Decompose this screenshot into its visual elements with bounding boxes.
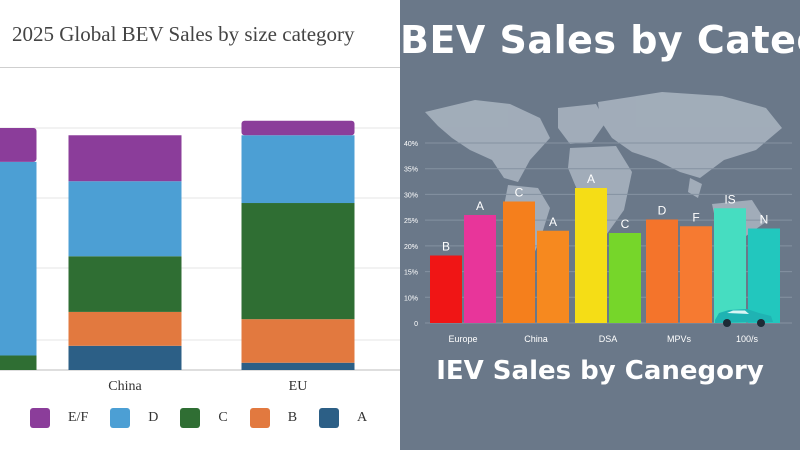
x-group-label: Europe xyxy=(448,334,477,344)
bar-letter-label: IS xyxy=(724,192,735,206)
bar-segment-A-china xyxy=(68,345,182,370)
y-tick-label: 30% xyxy=(404,192,418,199)
legend-item: E/F xyxy=(30,408,88,428)
legend-label: C xyxy=(218,410,228,425)
bar-letter-label: C xyxy=(515,186,524,200)
legend-swatch xyxy=(180,408,201,428)
bar-segment-EF-partial xyxy=(0,128,37,162)
y-tick-label: 35% xyxy=(404,167,418,174)
legend-item: A xyxy=(319,408,367,428)
legend-swatch xyxy=(319,408,340,428)
bar-letter-label: B xyxy=(442,240,450,254)
legend-item: C xyxy=(180,408,228,428)
bar-letter-label: D xyxy=(658,204,667,218)
right-chart-panel: 0 10% 15% 20% 25% 30% 35% 40% B A C A A C D F IS N Europe C… xyxy=(400,0,800,450)
legend-label: E/F xyxy=(68,410,89,425)
bar-letter-label: A xyxy=(549,215,557,229)
right-chart-subtitle: IEV Sales by Canegory xyxy=(436,356,764,386)
bar-d-mpvs xyxy=(646,219,678,323)
bar-c-dsa xyxy=(609,233,641,323)
bar-a-china xyxy=(537,230,569,323)
stacked-bar-chart: China EU xyxy=(0,120,400,394)
y-tick-label: 10% xyxy=(404,295,418,302)
x-tick-label: EU xyxy=(289,379,308,394)
car-icon xyxy=(715,309,773,327)
bar-segment-C-china xyxy=(68,256,182,312)
legend-label: B xyxy=(287,410,298,425)
bar-n-100s xyxy=(748,228,780,323)
y-tick-label: 0 xyxy=(414,321,418,328)
x-group-label: DSA xyxy=(599,334,618,344)
bar-segment-C-eu xyxy=(241,203,355,320)
bar-b-europe xyxy=(430,255,462,323)
bar-letter-label: C xyxy=(621,217,630,231)
bar-f-mpvs xyxy=(680,226,712,323)
bar-segment-B-china xyxy=(68,311,182,346)
bar-segment-D-eu xyxy=(241,135,355,204)
bar-c-china xyxy=(503,201,535,323)
title-divider xyxy=(0,67,400,68)
y-tick-label: 20% xyxy=(404,244,418,251)
bar-letter-label: N xyxy=(760,213,769,227)
bar-segment-A-eu xyxy=(241,362,355,370)
bar-segment-B-eu xyxy=(241,319,355,363)
bar-segment-EF-eu xyxy=(241,120,355,136)
bar-segment-D-partial xyxy=(0,161,37,356)
left-chart-title: 2025 Global BEV Sales by size category xyxy=(12,22,355,46)
legend-label: D xyxy=(148,410,159,425)
x-tick-label: China xyxy=(108,379,142,394)
bar-a-dsa xyxy=(575,188,607,323)
x-group-label: China xyxy=(524,334,548,344)
legend-swatch xyxy=(110,408,131,428)
legend-swatch xyxy=(30,408,50,428)
legend: E/F D C B A xyxy=(30,405,389,431)
bar-letter-label: F xyxy=(692,210,699,224)
bar-segment-EF-china xyxy=(68,135,182,182)
legend-label: A xyxy=(357,410,368,425)
bar-letter-label: A xyxy=(476,199,484,213)
x-group-label: 100/s xyxy=(736,334,759,344)
bar-is-100s xyxy=(714,208,746,323)
left-chart-panel: 2025 Global BEV Sales by size category C… xyxy=(0,22,400,431)
right-chart-title: BEV Sales by Category xyxy=(400,18,800,62)
bar-segment-C-partial xyxy=(0,355,37,370)
legend-item: D xyxy=(110,408,158,428)
bar-a-europe xyxy=(464,215,496,323)
legend-item: B xyxy=(249,408,298,428)
y-tick-label: 40% xyxy=(404,141,418,148)
category-bar-chart: 0 10% 15% 20% 25% 30% 35% 40% B A C A A C D F IS N Europe C… xyxy=(404,92,792,344)
y-tick-label: 15% xyxy=(404,270,418,277)
bar-letter-label: A xyxy=(587,172,595,186)
x-group-label: MPVs xyxy=(667,334,692,344)
bar-segment-D-china xyxy=(68,181,182,257)
y-tick-label: 25% xyxy=(404,218,418,225)
legend-swatch xyxy=(249,408,270,428)
